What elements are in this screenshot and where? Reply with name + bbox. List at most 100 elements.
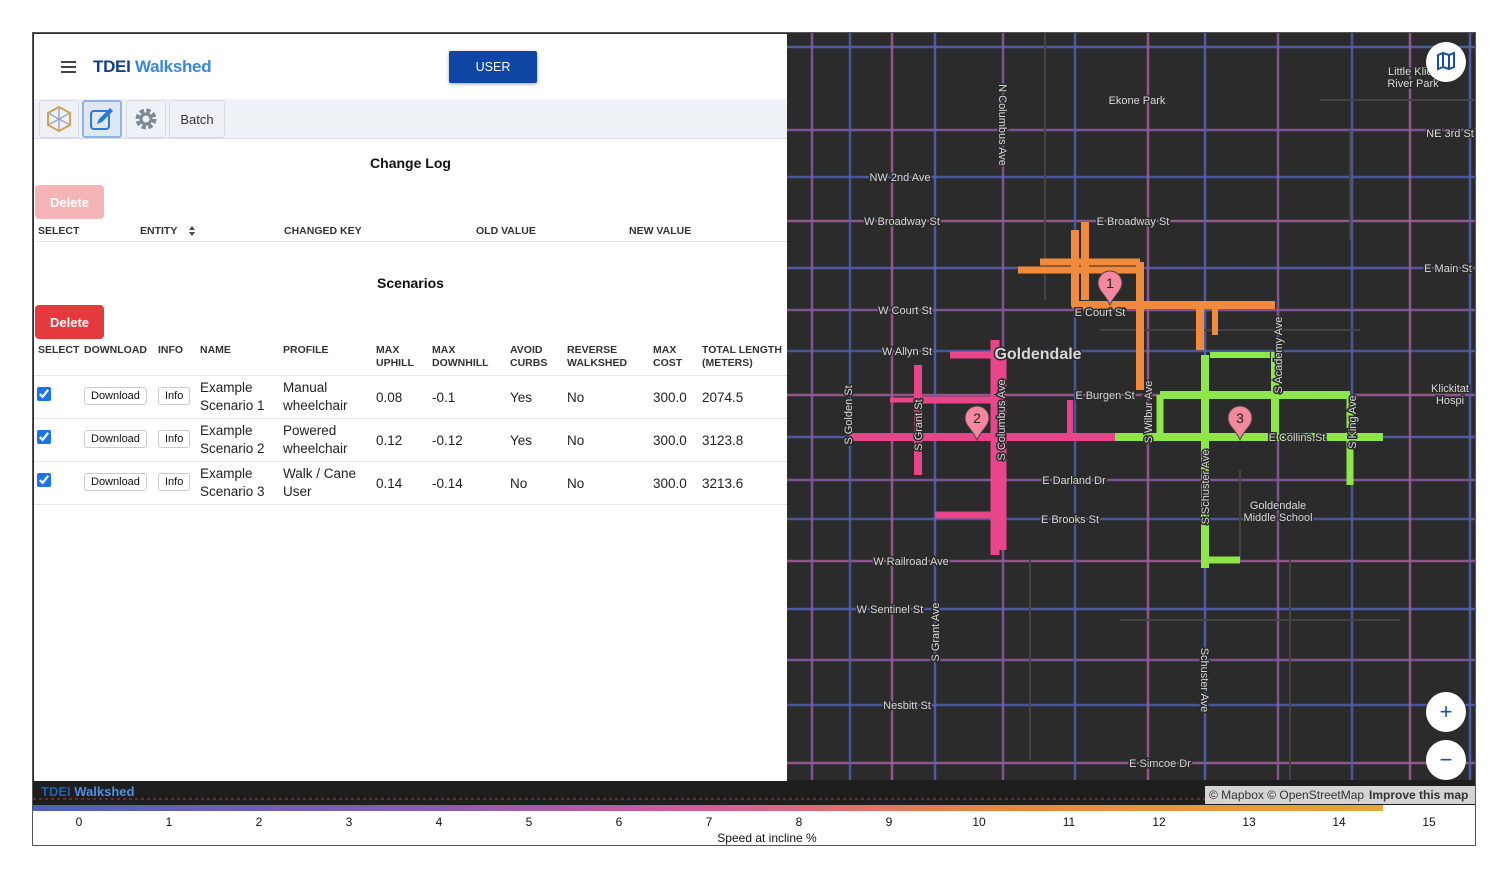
map-label: W Broadway St	[864, 216, 940, 228]
footer-logo: TDEI Walkshed	[41, 784, 135, 799]
map-label: E Main St	[1424, 263, 1472, 275]
cell-max-downhill: -0.1	[432, 390, 456, 405]
cell-max-downhill: -0.12	[432, 433, 463, 448]
map-label: E Collins St	[1269, 432, 1326, 444]
sort-icon[interactable]	[188, 225, 196, 237]
row-divider	[34, 461, 787, 462]
scenarios-delete-button[interactable]: Delete	[35, 305, 104, 339]
app-frame: Ekone Park Little Klic River Park NE 3rd St…	[32, 32, 1476, 846]
column-header: REVERSE WALKSHED	[567, 344, 628, 369]
app-logo: TDEI Walkshed	[93, 57, 212, 77]
cell-avoid-curbs: Yes	[510, 433, 533, 448]
column-header: AVOID CURBS	[510, 344, 548, 369]
legend-tick-label: 15	[1422, 815, 1436, 829]
map-label: W Sentinel St	[857, 604, 924, 616]
walkshed-path	[1071, 230, 1275, 309]
download-button[interactable]: Download	[84, 387, 147, 405]
zoom-out-label: −	[1440, 747, 1453, 772]
cell-profile: Manual wheelchair	[283, 380, 348, 413]
map-label: Goldendale	[994, 346, 1081, 363]
column-header: ENTITY	[140, 225, 178, 237]
improve-map-link[interactable]: Improve this map	[1369, 788, 1468, 802]
change-log-title: Change Log	[370, 155, 451, 171]
column-header: INFO	[158, 344, 184, 356]
map-label: S Grant Ave	[930, 602, 942, 661]
legend-tick-label: 7	[706, 815, 713, 829]
cell-avoid-curbs: Yes	[510, 390, 533, 405]
select-checkbox[interactable]	[37, 430, 51, 444]
map-label: Nesbitt St	[883, 700, 931, 712]
edit-tab[interactable]	[82, 100, 122, 138]
map-label: NE 3rd St	[1426, 128, 1474, 140]
column-header: NAME	[200, 344, 231, 356]
batch-tab[interactable]: Batch	[169, 100, 225, 138]
logo-prefix: TDEI	[93, 57, 131, 76]
graph-tab[interactable]	[39, 100, 79, 138]
column-header: PROFILE	[283, 344, 329, 356]
zoom-in-button[interactable]	[1426, 692, 1466, 732]
map-label: Middle School	[1243, 512, 1312, 524]
map-label: E Broadway St	[1097, 216, 1170, 228]
cell-name: Example Scenario 3	[200, 466, 265, 499]
cell-name: Example Scenario 1	[200, 380, 265, 413]
column-header: OLD VALUE	[476, 225, 536, 237]
legend-tick-label: 14	[1332, 815, 1346, 829]
cell-max-downhill: -0.14	[432, 476, 463, 491]
side-panel: TDEI Walkshed USER Batch Change Log Dele…	[34, 34, 787, 781]
info-button[interactable]: Info	[158, 430, 191, 448]
cell-max-uphill: 0.14	[376, 476, 403, 491]
map-label: E Darland Dr	[1042, 475, 1106, 487]
legend-tick-label: 13	[1242, 815, 1256, 829]
map-label: E Brooks St	[1041, 514, 1099, 526]
footer-logo-prefix: TDEI	[41, 784, 71, 799]
map-label: E Court St	[1075, 307, 1126, 319]
row-divider	[34, 418, 787, 419]
marker-pin	[964, 405, 990, 442]
divider	[34, 241, 787, 242]
layer-button[interactable]	[1426, 42, 1466, 82]
settings-tab[interactable]	[126, 100, 166, 138]
select-checkbox[interactable]	[37, 387, 51, 401]
user-button[interactable]: USER	[449, 51, 537, 83]
download-button[interactable]: Download	[84, 430, 147, 448]
cell-reverse-walkshed: No	[567, 390, 585, 405]
legend-tick-label: 10	[972, 815, 986, 829]
legend-tick-label: 12	[1152, 815, 1166, 829]
cell-name: Example Scenario 2	[200, 423, 265, 456]
attribution-bg	[1205, 786, 1475, 804]
info-button[interactable]: Info	[158, 473, 191, 491]
cell-reverse-walkshed: No	[567, 476, 585, 491]
marker-label: 2	[973, 410, 981, 426]
legend-tick-label: 9	[886, 815, 893, 829]
zoom-in-label: +	[1440, 699, 1453, 724]
map-label: S Grant St	[913, 399, 925, 450]
attribution: © Mapbox © OpenStreetMap	[1209, 788, 1364, 802]
map-label: S Wilbur Ave	[1143, 381, 1155, 444]
select-checkbox[interactable]	[37, 473, 51, 487]
change-log-delete-button[interactable]: Delete	[35, 185, 104, 219]
zoom-out-button[interactable]	[1426, 740, 1466, 780]
info-button[interactable]: Info	[158, 387, 191, 405]
column-header: MAX DOWNHILL	[432, 344, 489, 369]
map-label: Klickitat	[1431, 383, 1469, 395]
map-label: N Columbus Ave	[996, 84, 1008, 166]
map-label: S Golden St	[843, 385, 855, 444]
map-label: S Schuster Ave	[1200, 449, 1212, 524]
legend-bg	[33, 805, 1475, 845]
cell-total-length: 2074.5	[702, 390, 744, 405]
marker-label: 3	[1236, 410, 1244, 426]
map-label: River Park	[1387, 78, 1439, 90]
logo-name: Walkshed	[134, 57, 212, 76]
row-divider	[34, 375, 787, 376]
legend-tick-label: 5	[526, 815, 533, 829]
row-divider	[34, 504, 787, 505]
download-button[interactable]: Download	[84, 473, 147, 491]
menu-icon[interactable]	[60, 60, 78, 74]
map-label: E Burgen St	[1075, 390, 1134, 402]
legend-tick-label: 11	[1063, 815, 1076, 829]
column-header: TOTAL LENGTH (METERS)	[702, 344, 782, 369]
map-label: W Railroad Ave	[873, 556, 949, 568]
legend-tick-label: 4	[436, 815, 443, 829]
cell-max-cost: 300.0	[653, 390, 687, 405]
